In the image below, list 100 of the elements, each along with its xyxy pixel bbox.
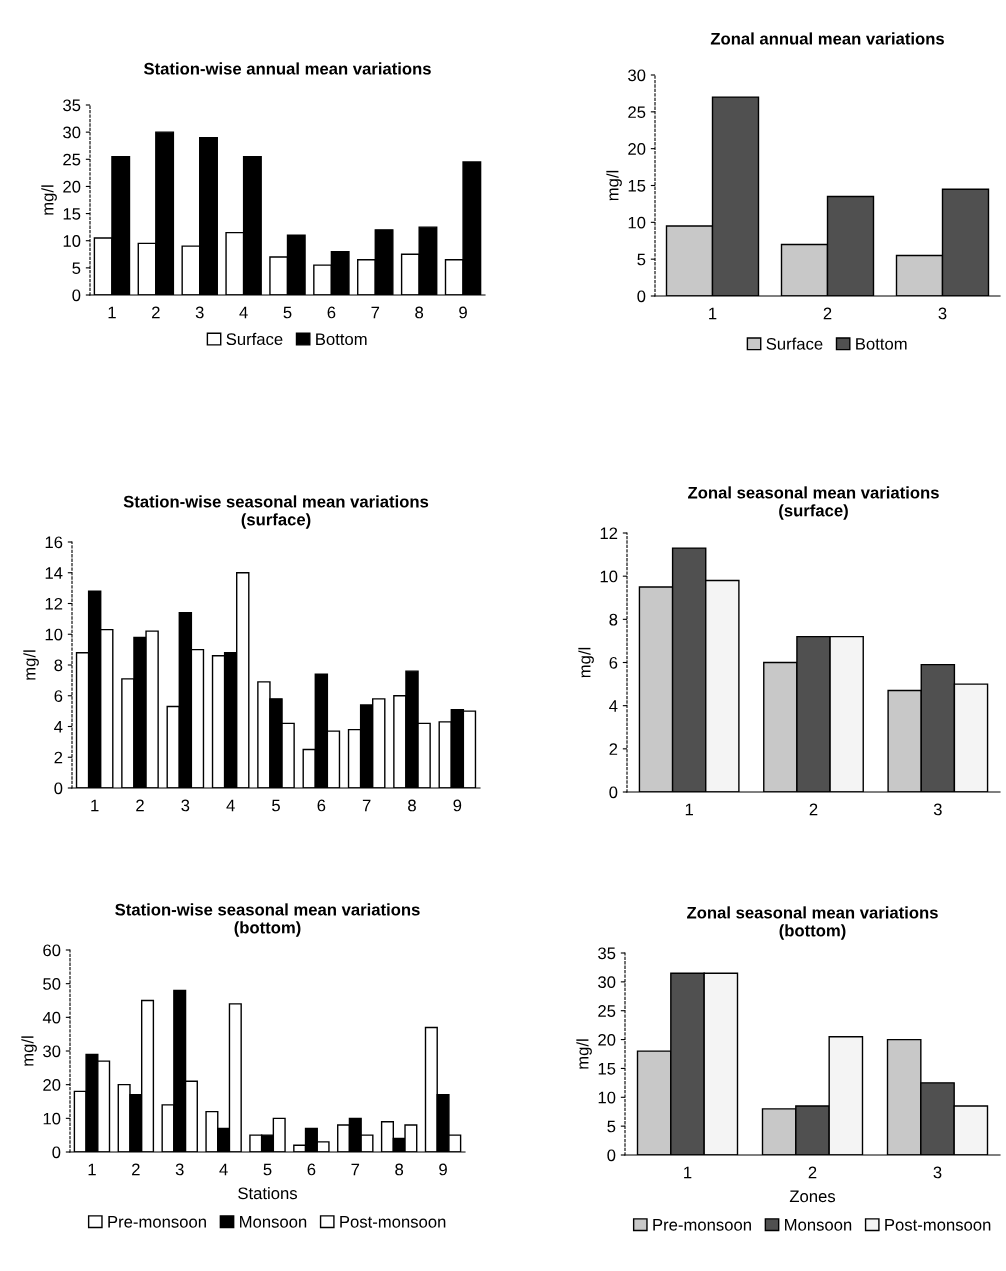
x-tick-label: 7: [351, 1163, 360, 1176]
x-tick-label: 2: [136, 799, 144, 812]
chart-title: Zonal annual mean variations: [710, 32, 944, 45]
x-tick-label: 8: [408, 799, 416, 812]
y-tick-label: 2: [609, 743, 618, 755]
y-tick-label: 50: [43, 978, 61, 990]
x-tick-label: 3: [181, 799, 190, 812]
y-tick-label: 0: [54, 782, 63, 795]
x-tick-label: 8: [395, 1163, 404, 1176]
chart-title: Zonal seasonal mean variations (bottom): [687, 906, 938, 940]
x-tick-label: 3: [933, 803, 942, 816]
y-tick-label: 30: [628, 69, 646, 82]
y-tick-label: 14: [45, 567, 63, 579]
y-tick-label: 30: [63, 126, 81, 139]
y-tick-label: 30: [598, 976, 616, 989]
y-tick-label: 4: [54, 721, 63, 733]
x-tick-label: 6: [317, 799, 326, 812]
y-tick-label: 0: [52, 1146, 61, 1159]
y-tick-label: 8: [609, 613, 618, 626]
y-tick-label: 25: [63, 153, 81, 166]
x-tick-label: 9: [439, 1163, 447, 1176]
y-axis-title: mg/l: [21, 1036, 37, 1066]
x-tick-label: 8: [415, 306, 424, 319]
x-tick-label: 2: [152, 306, 160, 319]
x-tick-label: 1: [88, 1163, 96, 1176]
y-tick-label: 35: [63, 99, 81, 112]
x-tick-label: 4: [219, 1163, 228, 1176]
y-tick-label: 25: [598, 1005, 616, 1017]
y-tick-label: 0: [609, 786, 618, 799]
y-axis-title: mg/l: [23, 650, 39, 680]
x-tick-label: 2: [823, 307, 832, 320]
y-tick-label: 12: [600, 527, 618, 540]
y-tick-label: 20: [63, 180, 81, 193]
x-tick-label: 9: [459, 306, 467, 319]
y-tick-label: 15: [628, 180, 646, 192]
x-tick-label: 9: [453, 799, 462, 812]
y-axis-title: mg/l: [578, 647, 594, 678]
x-tick-label: 1: [685, 803, 693, 816]
y-tick-label: 16: [45, 536, 63, 549]
y-tick-label: 20: [598, 1033, 616, 1046]
y-tick-label: 0: [607, 1149, 616, 1162]
x-tick-label: 3: [175, 1163, 184, 1176]
legend-label: Pre-monsoon: [653, 1219, 751, 1231]
x-tick-label: 5: [263, 1163, 272, 1176]
y-tick-label: 10: [45, 628, 63, 641]
y-tick-label: 2: [54, 751, 63, 764]
x-tick-label: 1: [91, 799, 99, 812]
x-axis-title: Zones: [789, 1190, 836, 1203]
legend-label: Pre-monsoon: [108, 1216, 206, 1228]
legend-label: Post-monsoon: [340, 1216, 446, 1228]
x-tick-label: 2: [809, 803, 818, 816]
x-tick-label: 4: [239, 306, 248, 319]
y-tick-label: 15: [598, 1063, 616, 1075]
y-tick-label: 10: [600, 570, 618, 583]
legend-label: Monsoon: [240, 1216, 307, 1228]
legend-label: Bottom: [316, 333, 367, 346]
y-tick-label: 30: [43, 1045, 61, 1058]
y-tick-label: 10: [598, 1091, 616, 1104]
chart-title: Station-wise seasonal mean variations (bottom): [115, 903, 420, 937]
y-tick-label: 5: [637, 253, 646, 266]
x-tick-label: 5: [283, 306, 292, 319]
x-tick-label: 1: [108, 306, 116, 319]
x-tick-label: 5: [272, 799, 280, 812]
y-axis-title: mg/l: [41, 185, 57, 215]
y-tick-label: 15: [63, 208, 81, 220]
y-axis-title: mg/l: [606, 170, 622, 201]
x-tick-label: 6: [307, 1163, 316, 1176]
chart-title: Station-wise seasonal mean variations (surface): [123, 495, 429, 529]
y-tick-label: 5: [607, 1120, 616, 1133]
y-tick-label: 12: [45, 597, 63, 610]
legend-label: Surface: [226, 332, 283, 346]
x-tick-label: 3: [938, 307, 947, 320]
x-tick-label: 4: [226, 799, 235, 812]
y-tick-label: 8: [54, 659, 63, 672]
y-tick-label: 40: [42, 1011, 61, 1024]
chart-title: Station-wise annual mean variations: [143, 62, 431, 75]
x-tick-label: 7: [371, 306, 380, 319]
y-tick-label: 0: [637, 290, 646, 303]
x-tick-label: 6: [327, 306, 336, 319]
y-axis-title: mg/l: [576, 1039, 592, 1069]
y-tick-label: 6: [609, 656, 618, 669]
legend-label: Surface: [766, 337, 823, 350]
y-tick-label: 6: [54, 690, 63, 702]
chart-title: Zonal seasonal mean variations (surface): [688, 486, 939, 520]
legend-label: Post-monsoon: [885, 1219, 991, 1231]
x-tick-label: 3: [195, 306, 204, 319]
x-tick-label: 1: [709, 307, 717, 320]
y-tick-label: 0: [72, 289, 81, 302]
legend-label: Bottom: [856, 338, 907, 350]
x-tick-label: 2: [808, 1166, 817, 1179]
y-tick-label: 35: [598, 947, 616, 960]
y-tick-label: 60: [43, 944, 61, 957]
x-axis-title: Stations: [238, 1186, 298, 1200]
y-tick-label: 20: [43, 1079, 61, 1091]
x-tick-label: 2: [132, 1163, 140, 1176]
y-tick-label: 10: [63, 235, 81, 247]
y-tick-label: 5: [72, 262, 81, 275]
y-tick-label: 10: [43, 1112, 61, 1125]
x-tick-label: 3: [933, 1166, 942, 1179]
y-tick-label: 4: [609, 700, 618, 712]
